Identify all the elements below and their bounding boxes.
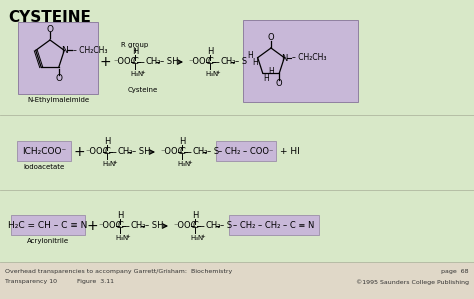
Text: ICH₂COO⁻: ICH₂COO⁻	[22, 147, 66, 156]
Text: ⁻OOC: ⁻OOC	[85, 147, 109, 156]
Text: CH₂: CH₂	[206, 222, 221, 231]
Text: C: C	[132, 57, 138, 66]
Text: +: +	[200, 234, 205, 239]
Text: H: H	[117, 211, 123, 220]
FancyBboxPatch shape	[17, 141, 71, 161]
Text: O: O	[46, 25, 54, 33]
Text: – CH₂CH₃: – CH₂CH₃	[73, 46, 108, 55]
Text: +: +	[187, 161, 192, 166]
Text: Cysteine: Cysteine	[128, 87, 158, 93]
Text: – S: – S	[207, 147, 219, 156]
FancyBboxPatch shape	[11, 215, 85, 235]
Text: Transparency 10          Figure  3.11: Transparency 10 Figure 3.11	[5, 279, 114, 284]
Text: H₃N: H₃N	[115, 235, 128, 241]
Text: CH₂: CH₂	[146, 57, 162, 66]
Text: H: H	[132, 48, 138, 57]
Text: –: –	[139, 57, 145, 67]
Text: –: –	[200, 221, 204, 231]
Text: +: +	[215, 71, 220, 76]
Text: R group: R group	[121, 42, 149, 48]
Text: H: H	[252, 58, 257, 67]
Text: C: C	[117, 222, 123, 231]
Text: N: N	[61, 46, 68, 55]
Text: – SH: – SH	[160, 57, 179, 66]
Text: H₂C = CH – C ≡ N: H₂C = CH – C ≡ N	[9, 222, 88, 231]
Text: H₃N: H₃N	[130, 71, 143, 77]
Text: –: –	[187, 147, 191, 157]
Text: + HI: + HI	[280, 147, 300, 156]
Text: CH₂: CH₂	[221, 57, 237, 66]
Text: Acrylonitrile: Acrylonitrile	[27, 238, 69, 244]
Text: C: C	[104, 147, 110, 156]
FancyBboxPatch shape	[229, 215, 319, 235]
Text: ⁻OOC: ⁻OOC	[188, 57, 211, 66]
Text: CH₂: CH₂	[118, 147, 134, 156]
Text: –: –	[215, 57, 219, 67]
Text: ⁻OOC: ⁻OOC	[160, 147, 183, 156]
Text: H₃N: H₃N	[190, 235, 203, 241]
Text: – CH₂ – COO⁻: – CH₂ – COO⁻	[219, 147, 273, 156]
Text: – CH₂CH₃: – CH₂CH₃	[292, 53, 327, 62]
Text: page  68: page 68	[441, 269, 469, 274]
FancyBboxPatch shape	[243, 20, 358, 102]
Text: H: H	[179, 138, 185, 147]
Text: O: O	[276, 79, 283, 88]
Text: ⁻OOC: ⁻OOC	[173, 222, 197, 231]
FancyBboxPatch shape	[18, 22, 98, 94]
Text: –: –	[125, 221, 129, 231]
Text: N: N	[281, 54, 288, 63]
Text: H: H	[104, 138, 110, 147]
Text: – SH: – SH	[132, 147, 151, 156]
Text: +: +	[86, 219, 98, 233]
Text: Overhead transparencies to accompany Garrett/Grisham:  Biochemistry: Overhead transparencies to accompany Gar…	[5, 269, 232, 274]
Text: H₃N: H₃N	[102, 161, 115, 167]
Text: H: H	[207, 48, 213, 57]
Text: +: +	[112, 161, 117, 166]
Text: –: –	[111, 147, 117, 157]
Text: – S: – S	[235, 57, 247, 66]
Text: CH₂: CH₂	[131, 222, 146, 231]
Text: +: +	[99, 55, 111, 69]
Text: +: +	[73, 145, 85, 159]
Text: O: O	[268, 33, 274, 42]
Text: CH₂: CH₂	[193, 147, 209, 156]
Text: Iodoacetate: Iodoacetate	[23, 164, 64, 170]
Text: H: H	[268, 67, 273, 76]
Text: H: H	[263, 74, 269, 83]
Text: – CH₂ – CH₂ – C ≡ N: – CH₂ – CH₂ – C ≡ N	[233, 222, 315, 231]
Text: C: C	[192, 222, 198, 231]
Text: +: +	[125, 234, 130, 239]
Text: ⁻OOC: ⁻OOC	[113, 57, 137, 66]
Text: C: C	[179, 147, 185, 156]
Text: H₃N: H₃N	[177, 161, 190, 167]
Text: H₃N: H₃N	[205, 71, 218, 77]
Text: – SH: – SH	[145, 222, 164, 231]
Text: N-Ethylmaleimide: N-Ethylmaleimide	[27, 97, 89, 103]
Text: CYSTEINE: CYSTEINE	[8, 10, 91, 25]
Text: H: H	[192, 211, 198, 220]
FancyBboxPatch shape	[216, 141, 276, 161]
Text: C: C	[207, 57, 213, 66]
Text: H: H	[247, 51, 253, 60]
Bar	[0, 262, 474, 299]
Text: +: +	[140, 71, 145, 76]
Text: – S: – S	[220, 222, 232, 231]
Text: ⁻OOC: ⁻OOC	[98, 222, 121, 231]
Text: O: O	[55, 74, 62, 83]
Text: ©1995 Saunders College Publishing: ©1995 Saunders College Publishing	[356, 279, 469, 285]
